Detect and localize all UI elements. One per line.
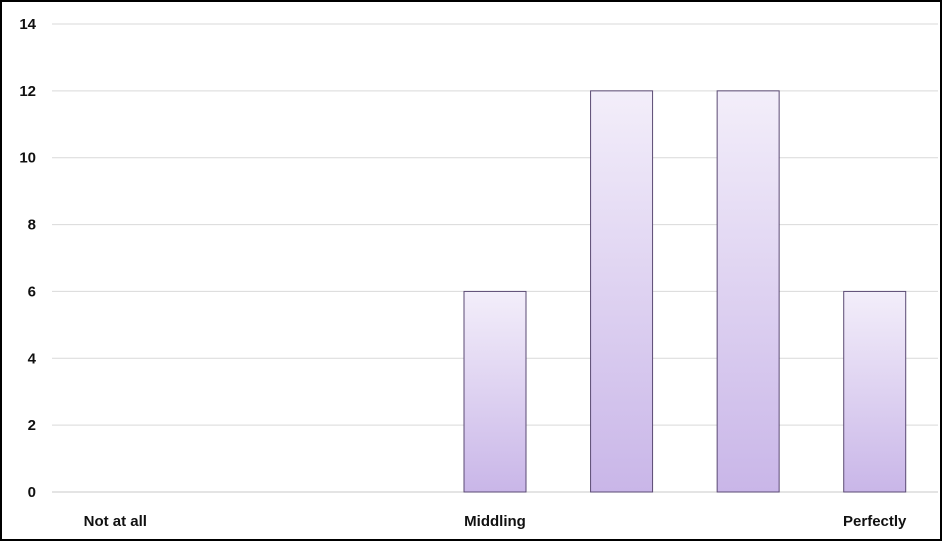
y-tick-label-4: 4 [28, 350, 37, 367]
y-tick-label-8: 8 [28, 217, 36, 234]
y-tick-label-10: 10 [19, 150, 36, 167]
bar-4 [463, 290, 527, 493]
x-axis-category-labels: Not at all Middling Perfectly [84, 513, 907, 530]
x-category-label-7: Perfectly [843, 513, 907, 530]
bar-5 [590, 90, 654, 493]
y-tick-label-6: 6 [28, 283, 36, 300]
bar-6 [716, 90, 780, 493]
y-tick-label-0: 0 [28, 484, 36, 501]
y-tick-label-2: 2 [28, 417, 36, 434]
bars [463, 90, 907, 493]
bar-7 [843, 290, 907, 493]
y-tick-label-12: 12 [19, 83, 36, 100]
gridlines [52, 23, 938, 493]
x-category-label-1: Not at all [84, 513, 147, 530]
y-tick-label-14: 14 [19, 16, 36, 33]
y-axis-tick-labels: 0 2 4 6 8 10 12 14 [19, 16, 36, 501]
x-category-label-4: Middling [464, 513, 526, 530]
